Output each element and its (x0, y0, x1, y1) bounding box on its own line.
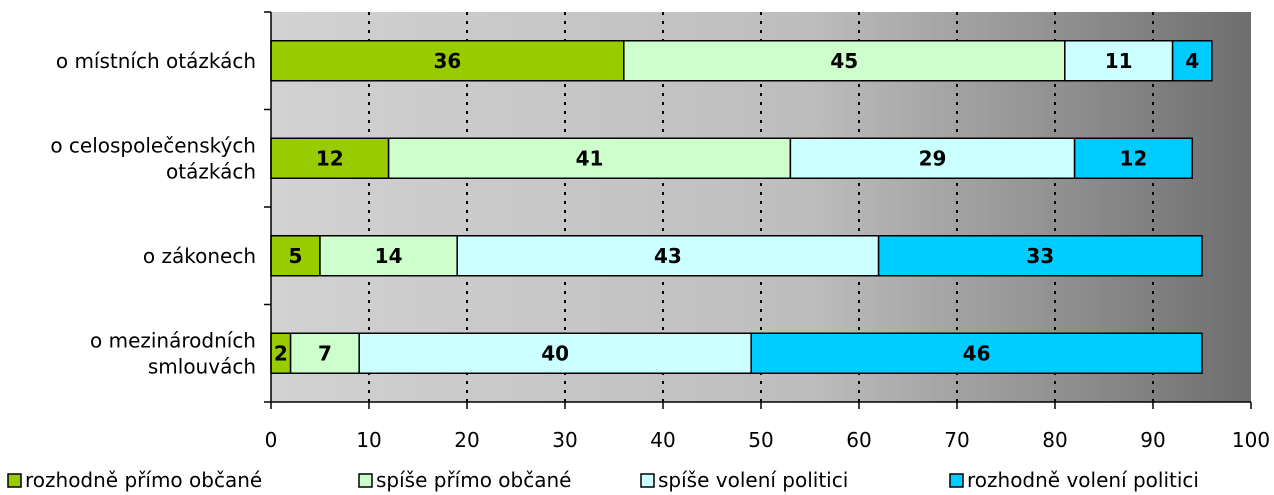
bar-segment (877, 235, 1203, 277)
x-tick-label: 60 (846, 428, 871, 452)
data-label: 40 (541, 341, 569, 365)
data-label: 41 (576, 146, 604, 170)
x-tick-label: 100 (1232, 428, 1270, 452)
data-label: 11 (1105, 49, 1133, 73)
legend-label: spíše volení politici (658, 468, 848, 492)
data-label: 36 (433, 49, 461, 73)
bar-segment (456, 235, 880, 277)
x-tick-labels: 0 10 20 30 40 50 60 70 80 90 100 (265, 428, 1270, 452)
bar-segment (1073, 137, 1193, 179)
category-label: o celospolečenských otázkách (50, 133, 256, 183)
bar-segment (289, 332, 360, 374)
bar-segment (387, 137, 792, 179)
x-tick-label: 0 (265, 428, 278, 452)
legend: rozhodně přímo občané spíše přímo občané s… (7, 468, 1199, 492)
axes (264, 11, 1252, 409)
x-tick-label: 20 (454, 428, 479, 452)
bar-segment (1064, 40, 1174, 82)
bar-segment (750, 332, 1203, 374)
x-tick-label: 10 (356, 428, 381, 452)
x-tick-label: 90 (1140, 428, 1165, 452)
legend-label: rozhodně volení politici (967, 468, 1199, 492)
legend-swatch (358, 473, 373, 488)
bars: 36 45 11 4 12 41 29 12 5 14 43 33 2 7 40 46 (270, 40, 1213, 374)
category-labels: o místních otázkách o celospolečenských ot… (50, 49, 256, 379)
data-label: 14 (375, 244, 403, 268)
x-tick-label: 70 (944, 428, 969, 452)
x-tick-label: 40 (650, 428, 675, 452)
legend-swatch (640, 473, 655, 488)
legend-label: rozhodně přímo občané (25, 468, 262, 492)
data-label: 2 (274, 341, 288, 365)
data-label: 5 (289, 244, 303, 268)
data-label: 29 (919, 146, 947, 170)
data-label: 46 (963, 341, 991, 365)
data-label: 12 (1119, 146, 1147, 170)
data-label: 12 (316, 146, 344, 170)
bar-segment (789, 137, 1076, 179)
bar-segment (319, 235, 458, 277)
x-tick-label: 30 (552, 428, 577, 452)
data-label: 33 (1026, 244, 1054, 268)
legend-label: spíše přímo občané (376, 468, 571, 492)
x-tick-label: 50 (748, 428, 773, 452)
legend-swatch (7, 473, 22, 488)
data-label: 4 (1185, 49, 1199, 73)
category-label: o mezinárodních smlouvách (90, 328, 256, 378)
category-label: o zákonech (143, 244, 256, 268)
bar-segment (270, 137, 390, 179)
bar-segment (623, 40, 1066, 82)
data-label: 7 (318, 341, 332, 365)
data-label: 45 (830, 49, 858, 73)
x-tick-label: 80 (1042, 428, 1067, 452)
legend-swatch (949, 473, 964, 488)
category-label: o místních otázkách (56, 49, 256, 73)
bar-segment (270, 235, 321, 277)
data-label: 43 (654, 244, 682, 268)
bar-segment (1171, 40, 1213, 82)
